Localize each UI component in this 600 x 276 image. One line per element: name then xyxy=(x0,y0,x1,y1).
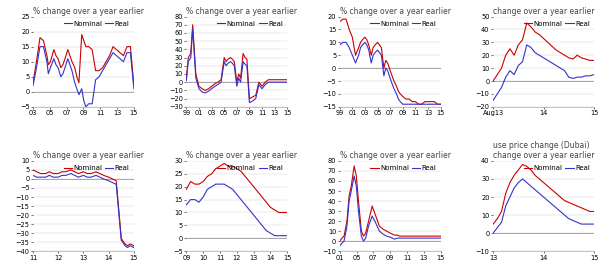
Legend: Nominal, Real: Nominal, Real xyxy=(217,164,284,172)
Legend: Nominal, Real: Nominal, Real xyxy=(523,20,590,27)
Legend: Nominal, Real: Nominal, Real xyxy=(63,164,130,172)
Text: % change over a year earlier: % change over a year earlier xyxy=(33,151,144,160)
Text: use price change (Dubai)
change over a year earlier: use price change (Dubai) change over a y… xyxy=(493,141,595,160)
Text: % change over a year earlier: % change over a year earlier xyxy=(340,151,451,160)
Text: % change over a year earlier: % change over a year earlier xyxy=(33,7,144,16)
Text: % change over a year earlier: % change over a year earlier xyxy=(187,7,298,16)
Legend: Nominal, Real: Nominal, Real xyxy=(523,164,590,172)
Legend: Nominal, Real: Nominal, Real xyxy=(370,164,437,172)
Text: % change over a year earlier: % change over a year earlier xyxy=(340,7,451,16)
Text: % change over a year earlier: % change over a year earlier xyxy=(187,151,298,160)
Legend: Nominal, Real: Nominal, Real xyxy=(217,20,284,27)
Text: change over a year earlier: change over a year earlier xyxy=(493,7,595,16)
Legend: Nominal, Real: Nominal, Real xyxy=(370,20,437,27)
Legend: Nominal, Real: Nominal, Real xyxy=(63,20,130,27)
